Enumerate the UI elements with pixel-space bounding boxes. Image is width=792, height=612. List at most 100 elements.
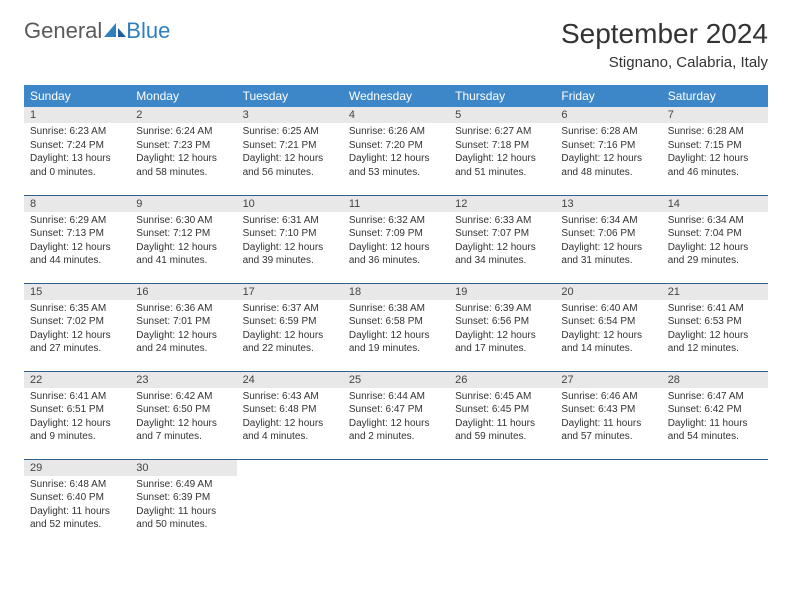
day-cell: 14Sunrise: 6:34 AMSunset: 7:04 PMDayligh…	[662, 195, 768, 283]
day-cell: 19Sunrise: 6:39 AMSunset: 6:56 PMDayligh…	[449, 283, 555, 371]
day-cell: 9Sunrise: 6:30 AMSunset: 7:12 PMDaylight…	[130, 195, 236, 283]
day-cell: 5Sunrise: 6:27 AMSunset: 7:18 PMDaylight…	[449, 107, 555, 195]
day-cell: 3Sunrise: 6:25 AMSunset: 7:21 PMDaylight…	[237, 107, 343, 195]
brand-part2: Blue	[126, 18, 170, 44]
day-number: 10	[237, 196, 343, 212]
day-details: Sunrise: 6:32 AMSunset: 7:09 PMDaylight:…	[343, 212, 449, 272]
day-cell	[343, 459, 449, 547]
day-details: Sunrise: 6:41 AMSunset: 6:53 PMDaylight:…	[662, 300, 768, 360]
day-cell: 11Sunrise: 6:32 AMSunset: 7:09 PMDayligh…	[343, 195, 449, 283]
day-number: 13	[555, 196, 661, 212]
calendar-table: SundayMondayTuesdayWednesdayThursdayFrid…	[24, 85, 768, 547]
day-details: Sunrise: 6:24 AMSunset: 7:23 PMDaylight:…	[130, 123, 236, 183]
day-number: 23	[130, 372, 236, 388]
day-details: Sunrise: 6:45 AMSunset: 6:45 PMDaylight:…	[449, 388, 555, 448]
weekday-header: Friday	[555, 85, 661, 107]
day-details: Sunrise: 6:37 AMSunset: 6:59 PMDaylight:…	[237, 300, 343, 360]
day-details: Sunrise: 6:41 AMSunset: 6:51 PMDaylight:…	[24, 388, 130, 448]
day-cell: 21Sunrise: 6:41 AMSunset: 6:53 PMDayligh…	[662, 283, 768, 371]
day-number: 5	[449, 107, 555, 123]
weekday-header: Saturday	[662, 85, 768, 107]
day-number: 1	[24, 107, 130, 123]
day-number: 29	[24, 460, 130, 476]
day-number: 18	[343, 284, 449, 300]
calendar-body: 1Sunrise: 6:23 AMSunset: 7:24 PMDaylight…	[24, 107, 768, 547]
day-number: 28	[662, 372, 768, 388]
brand-sail-icon	[104, 22, 126, 40]
day-number: 7	[662, 107, 768, 123]
day-number: 9	[130, 196, 236, 212]
day-details: Sunrise: 6:47 AMSunset: 6:42 PMDaylight:…	[662, 388, 768, 448]
day-cell	[237, 459, 343, 547]
day-details: Sunrise: 6:25 AMSunset: 7:21 PMDaylight:…	[237, 123, 343, 183]
day-cell: 30Sunrise: 6:49 AMSunset: 6:39 PMDayligh…	[130, 459, 236, 547]
calendar-head: SundayMondayTuesdayWednesdayThursdayFrid…	[24, 85, 768, 107]
day-cell: 20Sunrise: 6:40 AMSunset: 6:54 PMDayligh…	[555, 283, 661, 371]
day-cell: 25Sunrise: 6:44 AMSunset: 6:47 PMDayligh…	[343, 371, 449, 459]
day-number: 25	[343, 372, 449, 388]
location: Stignano, Calabria, Italy	[561, 54, 768, 71]
day-cell: 23Sunrise: 6:42 AMSunset: 6:50 PMDayligh…	[130, 371, 236, 459]
weekday-header: Wednesday	[343, 85, 449, 107]
day-number: 8	[24, 196, 130, 212]
day-number: 6	[555, 107, 661, 123]
day-number: 30	[130, 460, 236, 476]
day-number: 20	[555, 284, 661, 300]
day-details: Sunrise: 6:31 AMSunset: 7:10 PMDaylight:…	[237, 212, 343, 272]
day-details: Sunrise: 6:43 AMSunset: 6:48 PMDaylight:…	[237, 388, 343, 448]
day-details: Sunrise: 6:42 AMSunset: 6:50 PMDaylight:…	[130, 388, 236, 448]
day-cell: 13Sunrise: 6:34 AMSunset: 7:06 PMDayligh…	[555, 195, 661, 283]
day-details: Sunrise: 6:49 AMSunset: 6:39 PMDaylight:…	[130, 476, 236, 536]
weekday-header: Sunday	[24, 85, 130, 107]
day-details: Sunrise: 6:27 AMSunset: 7:18 PMDaylight:…	[449, 123, 555, 183]
day-cell	[449, 459, 555, 547]
day-number: 21	[662, 284, 768, 300]
day-cell: 22Sunrise: 6:41 AMSunset: 6:51 PMDayligh…	[24, 371, 130, 459]
day-number: 15	[24, 284, 130, 300]
day-number: 11	[343, 196, 449, 212]
weekday-header: Tuesday	[237, 85, 343, 107]
day-details: Sunrise: 6:44 AMSunset: 6:47 PMDaylight:…	[343, 388, 449, 448]
day-details: Sunrise: 6:34 AMSunset: 7:06 PMDaylight:…	[555, 212, 661, 272]
day-cell: 8Sunrise: 6:29 AMSunset: 7:13 PMDaylight…	[24, 195, 130, 283]
day-details: Sunrise: 6:30 AMSunset: 7:12 PMDaylight:…	[130, 212, 236, 272]
month-title: September 2024	[561, 18, 768, 50]
day-cell: 26Sunrise: 6:45 AMSunset: 6:45 PMDayligh…	[449, 371, 555, 459]
day-details: Sunrise: 6:46 AMSunset: 6:43 PMDaylight:…	[555, 388, 661, 448]
day-details: Sunrise: 6:23 AMSunset: 7:24 PMDaylight:…	[24, 123, 130, 183]
day-details: Sunrise: 6:40 AMSunset: 6:54 PMDaylight:…	[555, 300, 661, 360]
day-details: Sunrise: 6:28 AMSunset: 7:16 PMDaylight:…	[555, 123, 661, 183]
weekday-header: Monday	[130, 85, 236, 107]
day-cell: 6Sunrise: 6:28 AMSunset: 7:16 PMDaylight…	[555, 107, 661, 195]
day-cell: 17Sunrise: 6:37 AMSunset: 6:59 PMDayligh…	[237, 283, 343, 371]
day-number: 2	[130, 107, 236, 123]
day-cell: 12Sunrise: 6:33 AMSunset: 7:07 PMDayligh…	[449, 195, 555, 283]
day-cell	[662, 459, 768, 547]
day-details: Sunrise: 6:26 AMSunset: 7:20 PMDaylight:…	[343, 123, 449, 183]
day-number: 22	[24, 372, 130, 388]
day-details: Sunrise: 6:33 AMSunset: 7:07 PMDaylight:…	[449, 212, 555, 272]
day-number: 3	[237, 107, 343, 123]
day-number: 19	[449, 284, 555, 300]
day-cell: 1Sunrise: 6:23 AMSunset: 7:24 PMDaylight…	[24, 107, 130, 195]
day-number: 26	[449, 372, 555, 388]
brand-part1: General	[24, 18, 102, 44]
day-cell	[555, 459, 661, 547]
day-number: 12	[449, 196, 555, 212]
day-number: 14	[662, 196, 768, 212]
day-details: Sunrise: 6:29 AMSunset: 7:13 PMDaylight:…	[24, 212, 130, 272]
title-block: September 2024 Stignano, Calabria, Italy	[561, 18, 768, 71]
day-cell: 27Sunrise: 6:46 AMSunset: 6:43 PMDayligh…	[555, 371, 661, 459]
day-cell: 28Sunrise: 6:47 AMSunset: 6:42 PMDayligh…	[662, 371, 768, 459]
day-number: 17	[237, 284, 343, 300]
day-number: 16	[130, 284, 236, 300]
day-details: Sunrise: 6:35 AMSunset: 7:02 PMDaylight:…	[24, 300, 130, 360]
day-details: Sunrise: 6:28 AMSunset: 7:15 PMDaylight:…	[662, 123, 768, 183]
day-details: Sunrise: 6:48 AMSunset: 6:40 PMDaylight:…	[24, 476, 130, 536]
day-number: 24	[237, 372, 343, 388]
day-cell: 29Sunrise: 6:48 AMSunset: 6:40 PMDayligh…	[24, 459, 130, 547]
day-cell: 10Sunrise: 6:31 AMSunset: 7:10 PMDayligh…	[237, 195, 343, 283]
day-number: 4	[343, 107, 449, 123]
day-cell: 4Sunrise: 6:26 AMSunset: 7:20 PMDaylight…	[343, 107, 449, 195]
day-cell: 2Sunrise: 6:24 AMSunset: 7:23 PMDaylight…	[130, 107, 236, 195]
